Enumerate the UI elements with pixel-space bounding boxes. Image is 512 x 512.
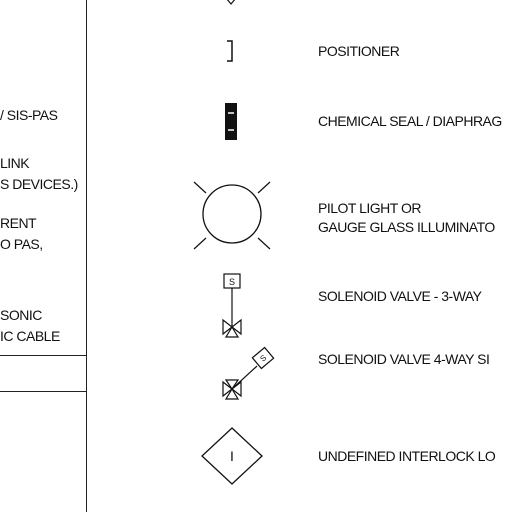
legend-text-gauge-glass: GAUGE GLASS ILLUMINATO — [318, 219, 495, 235]
legend-text-solenoid-4way: SOLENOID VALVE 4-WAY SI — [318, 351, 490, 367]
left-text-cable: IC CABLE — [0, 328, 60, 344]
pilot-light-symbol — [193, 181, 271, 250]
legend-text-solenoid-3way: SOLENOID VALVE - 3-WAY — [318, 288, 482, 304]
solenoid-4way-tag: S — [258, 353, 268, 363]
legend-text-chemical-seal: CHEMICAL SEAL / DIAPHRAG — [318, 113, 502, 129]
interlock-tag: I — [230, 448, 234, 464]
legend-text-positioner: POSITIONER — [318, 43, 400, 59]
left-text-link: LINK — [0, 155, 30, 171]
solenoid-3way-symbol: S — [222, 273, 242, 338]
legend-text-interlock: UNDEFINED INTERLOCK LO — [318, 448, 496, 464]
solenoid-4way-symbol: S — [222, 346, 275, 400]
partial-diamond-symbol — [226, 0, 236, 5]
left-text-sonic: SONIC — [0, 307, 42, 323]
table-rule-lower — [0, 391, 86, 392]
legend-text-pilot-light: PILOT LIGHT OR — [318, 200, 421, 216]
interlock-symbol: I — [201, 427, 263, 485]
table-rule-upper — [0, 355, 86, 356]
left-text-devices: S DEVICES.) — [0, 176, 78, 192]
left-text-rent: RENT — [0, 215, 37, 231]
chemical-seal-symbol — [225, 103, 237, 140]
positioner-symbol — [227, 40, 233, 62]
left-text-sis-pas: / SIS-PAS — [0, 107, 58, 123]
panel-divider — [86, 0, 87, 512]
left-text-pas: O PAS, — [0, 236, 43, 252]
solenoid-3way-tag: S — [229, 277, 235, 287]
